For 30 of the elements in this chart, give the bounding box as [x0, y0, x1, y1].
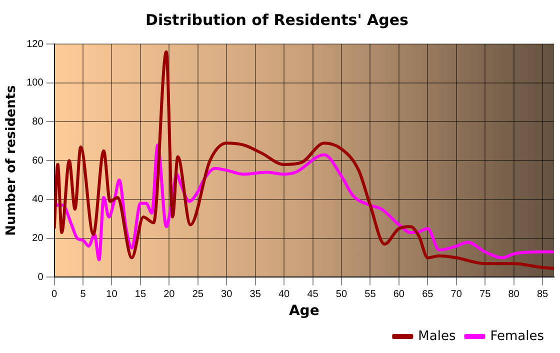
x-tick-label: 45 [307, 288, 319, 300]
x-tick-label: 35 [250, 288, 262, 300]
y-tick-label: 0 [38, 272, 44, 283]
x-tick-label: 20 [164, 288, 176, 300]
x-tick-label: 65 [422, 288, 434, 300]
x-tick-label: 5 [80, 288, 86, 300]
y-tick-label: 40 [32, 194, 44, 206]
y-tick-label: 100 [26, 78, 44, 89]
x-tick-label: 30 [221, 288, 233, 300]
y-tick-label: 120 [26, 38, 44, 50]
x-tick-label: 70 [450, 288, 462, 300]
x-tick-label: 50 [336, 288, 348, 300]
y-tick-label: 20 [32, 233, 44, 244]
x-tick-label: 85 [536, 288, 549, 300]
x-tick-label: 60 [393, 288, 405, 300]
x-tick-label: 10 [106, 288, 118, 300]
legend-label: Females [490, 328, 544, 344]
chart-title: Distribution of Residents' Ages [146, 10, 409, 29]
x-tick-label: 55 [364, 288, 376, 300]
y-tick-label: 80 [32, 116, 44, 128]
y-axis-title: Number of residents [4, 85, 20, 236]
y-tick-label: 60 [32, 155, 44, 166]
x-tick-label: 80 [508, 288, 520, 300]
x-tick-label: 40 [278, 288, 290, 300]
x-tick-label: 25 [192, 288, 204, 300]
legend-label: Males [418, 328, 456, 344]
x-tick-label: 0 [52, 288, 58, 300]
x-tick-label: 75 [480, 288, 492, 300]
x-axis-title: Age [288, 303, 320, 320]
x-tick-label: 15 [134, 288, 146, 300]
